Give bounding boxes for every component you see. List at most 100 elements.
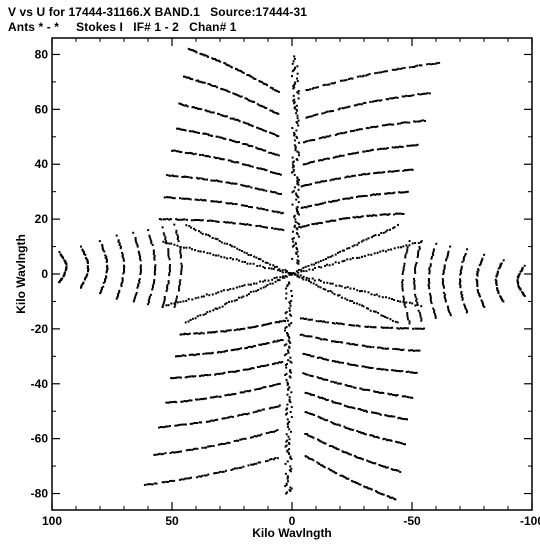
uv-point <box>187 448 190 451</box>
uv-point <box>403 301 406 304</box>
uv-point <box>181 103 183 106</box>
uv-point <box>213 200 216 203</box>
uv-point <box>115 234 118 237</box>
uv-point <box>313 279 316 282</box>
uv-point <box>242 413 245 416</box>
uv-point <box>213 472 216 475</box>
uv-point <box>389 318 392 321</box>
uv-point <box>382 315 385 318</box>
uv-point <box>279 173 282 176</box>
uv-point <box>274 153 277 156</box>
uv-point <box>290 371 292 374</box>
uv-point <box>285 482 288 485</box>
uv-point <box>246 74 249 76</box>
uv-point <box>459 284 462 287</box>
uv-point <box>290 273 293 276</box>
uv-point <box>260 433 263 436</box>
uv-point <box>295 251 298 254</box>
uv-point <box>209 373 212 376</box>
uv-point <box>286 319 289 322</box>
uv-point <box>286 477 289 480</box>
uv-point <box>299 274 302 277</box>
uv-point <box>416 301 419 304</box>
uv-point <box>190 226 193 229</box>
uv-point <box>343 79 346 82</box>
uv-point <box>196 198 199 201</box>
uv-point <box>326 379 329 381</box>
uv-point <box>270 385 273 387</box>
uv-point <box>261 188 264 191</box>
uv-point <box>336 199 339 202</box>
uv-point <box>384 368 387 371</box>
uv-point <box>254 410 257 413</box>
uv-point <box>399 348 402 351</box>
y-tick-label: 20 <box>35 212 49 226</box>
uv-point <box>264 130 267 133</box>
uv-point <box>321 417 324 420</box>
uv-point <box>169 401 171 404</box>
uv-point <box>231 415 234 418</box>
uv-point <box>400 121 403 124</box>
uv-point <box>296 248 299 250</box>
uv-point <box>344 176 347 179</box>
uv-point <box>312 223 315 226</box>
uv-point <box>338 284 341 287</box>
uv-point <box>403 66 406 69</box>
uv-point <box>312 355 315 358</box>
uv-point <box>411 371 413 374</box>
uv-point <box>152 253 155 256</box>
uv-point <box>224 394 227 397</box>
uv-point <box>441 278 444 281</box>
uv-point <box>244 121 247 124</box>
uv-point <box>323 358 326 361</box>
uv-point <box>165 240 168 243</box>
uv-point <box>201 446 204 449</box>
uv-point <box>369 434 372 437</box>
uv-point <box>274 406 277 409</box>
uv-point <box>275 405 278 408</box>
uv-point <box>464 254 467 257</box>
uv-point <box>136 243 139 246</box>
uv-point <box>343 425 346 428</box>
uv-point <box>179 252 182 255</box>
uv-point <box>262 286 265 289</box>
uv-point <box>442 269 445 272</box>
uv-point <box>371 193 374 196</box>
uv-point <box>259 258 262 261</box>
uv-point <box>261 149 264 151</box>
uv-point <box>167 256 170 259</box>
uv-point <box>116 296 119 299</box>
uv-point <box>346 258 349 261</box>
uv-point <box>285 343 288 346</box>
uv-point <box>204 397 207 400</box>
uv-point <box>392 348 395 350</box>
uv-point <box>176 301 179 304</box>
uv-point <box>402 297 405 300</box>
uv-point <box>289 455 292 458</box>
uv-point <box>147 299 150 302</box>
uv-point <box>153 258 156 261</box>
uv-point <box>270 190 272 193</box>
uv-point <box>158 452 161 455</box>
uv-point <box>226 257 229 260</box>
uv-point <box>429 265 432 267</box>
uv-point <box>463 303 466 306</box>
uv-point <box>233 222 236 225</box>
uv-point <box>262 386 265 389</box>
uv-point <box>296 259 299 262</box>
uv-point <box>236 247 239 250</box>
uv-point <box>348 453 351 456</box>
uv-point <box>334 81 336 84</box>
uv-point <box>297 255 300 258</box>
uv-point <box>237 94 240 97</box>
uv-point <box>297 260 300 263</box>
uv-point <box>193 448 196 451</box>
uv-point <box>429 294 432 297</box>
uv-point <box>181 264 183 267</box>
uv-point <box>521 267 524 269</box>
uv-point <box>86 273 89 276</box>
uv-point <box>217 220 220 223</box>
uv-point <box>361 304 364 307</box>
uv-point <box>237 161 240 164</box>
uv-point <box>308 277 311 280</box>
